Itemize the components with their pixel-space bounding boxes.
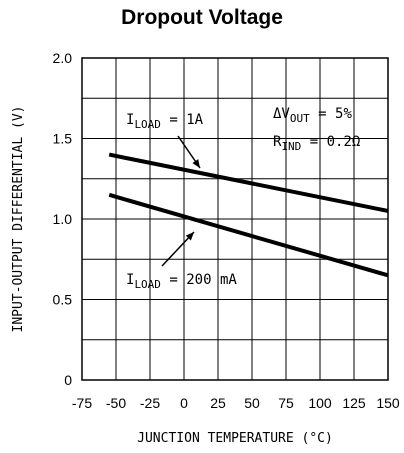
- x-tick-label: 25: [210, 395, 226, 411]
- x-tick-label: 50: [244, 395, 260, 411]
- condition-rind: RIND = 0.2Ω: [273, 134, 360, 153]
- x-tick-label: 100: [308, 395, 332, 411]
- y-tick-label: 1.0: [53, 211, 73, 227]
- x-tick-label: 0: [180, 395, 188, 411]
- y-axis-label: INPUT-OUTPUT DIFFERENTIAL (V): [11, 106, 26, 333]
- x-tick-label: -75: [72, 395, 92, 411]
- series-line-1a: [108, 152, 389, 213]
- condition-dvout: ΔVOUT = 5%: [273, 106, 352, 125]
- series-label-1a: ILOAD = 1A: [126, 112, 204, 131]
- plot-frame: [81, 57, 389, 381]
- y-tick-label: 0: [64, 372, 72, 388]
- chart-title: Dropout Voltage: [121, 6, 283, 29]
- series-group: [108, 152, 389, 278]
- series-label-200ma: ILOAD = 200 mA: [126, 272, 237, 291]
- y-tick-label: 1.5: [53, 131, 73, 147]
- y-tick-label: 2.0: [53, 50, 73, 66]
- x-tick-labels: -75 -50 -25 0 25 50 75 100 125 150: [72, 395, 400, 411]
- x-tick-label: -25: [140, 395, 160, 411]
- series-line-200ma: [108, 192, 389, 278]
- x-axis-label: JUNCTION TEMPERATURE (°C): [137, 431, 333, 446]
- x-tick-label: 125: [342, 395, 366, 411]
- annotation-arrows: [161, 135, 201, 267]
- y-tick-labels: 0 0.5 1.0 1.5 2.0: [53, 50, 73, 388]
- y-tick-label: 0.5: [53, 292, 73, 308]
- x-tick-label: -50: [106, 395, 126, 411]
- x-tick-label: 75: [278, 395, 294, 411]
- x-tick-label: 150: [376, 395, 400, 411]
- arrow-to-200ma-line: [161, 231, 195, 267]
- arrow-to-1a-line: [177, 135, 201, 169]
